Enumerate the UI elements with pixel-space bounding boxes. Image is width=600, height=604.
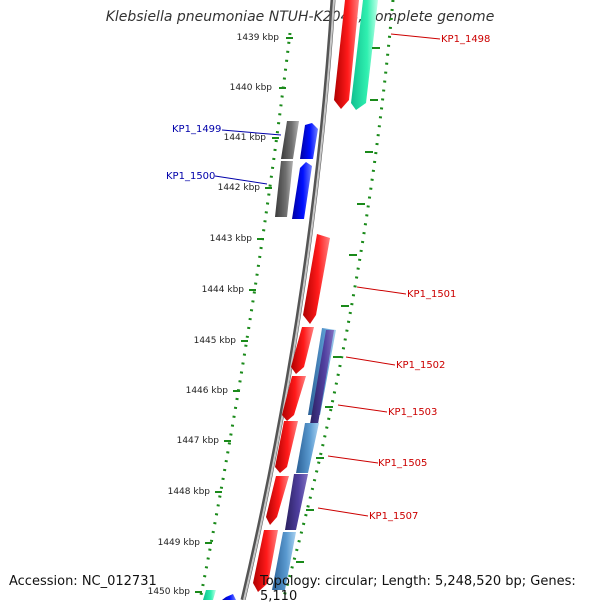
gene-label-kp1-1499[interactable]: KP1_1499 [172,124,221,135]
leader-line [317,507,369,517]
cds-small-red[interactable] [253,530,278,592]
tick-label: 1443 kbp [210,234,253,244]
cds-bottom-blue[interactable] [222,594,236,600]
genome-title: Klebsiella pneumoniae NTUH-K2044, comple… [105,9,495,25]
cds-kp1-1503-red[interactable] [282,376,306,421]
cds-kp1-1498-red[interactable] [334,0,359,109]
gene-label-kp1-1507[interactable]: KP1_1507 [369,511,418,522]
tick-label: 1441 kbp [224,133,267,143]
tick-label: 1445 kbp [194,336,237,346]
cds-kp1-1503-purple[interactable] [310,330,334,424]
cds-kp1-1507-purple[interactable] [285,474,308,530]
leader-line [327,455,379,464]
tick-label: 1447 kbp [177,436,220,446]
gene-label-kp1-1500[interactable]: KP1_1500 [166,171,215,182]
cds-kp1-1507-red[interactable] [266,476,289,525]
gene-label-kp1-1502[interactable]: KP1_1502 [396,360,445,371]
cds-kp1-1505[interactable] [296,423,319,473]
tick-label: 1446 kbp [186,386,229,396]
leader-line [345,356,396,366]
cds-kp1-1501[interactable] [303,234,330,324]
gene-label-kp1-1503[interactable]: KP1_1503 [388,407,437,418]
tick-label: 1448 kbp [168,487,211,497]
tick-label: 1442 kbp [218,183,261,193]
leader-line [221,129,282,136]
cds-kp1-1502-red[interactable] [291,327,314,374]
tick-label: 1440 kbp [230,83,273,93]
genome-backbone-highlight [243,0,335,600]
cds-kp1-1499[interactable] [300,123,318,159]
tick-label: 1444 kbp [202,285,245,295]
tick-label: 1450 kbp [148,587,191,597]
gene-label-kp1-1505[interactable]: KP1_1505 [378,458,427,469]
cds-kp1-1500-gray[interactable] [275,161,293,217]
inner-tick-track [198,32,292,600]
cds-small-steel[interactable] [272,532,296,590]
leader-line [337,404,388,413]
accession-text: Accession: NC_012731 [9,574,157,589]
cds-kp1-1505-red[interactable] [275,421,298,473]
tick-label: 1439 kbp [237,33,280,43]
leader-line [390,33,441,40]
leader-line [214,175,268,185]
outer-tick-track [281,0,395,600]
gene-label-kp1-1501[interactable]: KP1_1501 [407,289,456,300]
tick-marks [195,37,380,593]
cds-kp1-1500[interactable] [292,162,312,219]
gene-label-kp1-1498[interactable]: KP1_1498 [441,34,490,45]
leader-line [356,286,407,295]
cds-kp1-1498[interactable] [351,0,378,110]
cds-bottom-teal[interactable] [203,590,216,600]
cds-kp1-1499-gray[interactable] [281,121,299,159]
tick-label: 1449 kbp [158,538,201,548]
